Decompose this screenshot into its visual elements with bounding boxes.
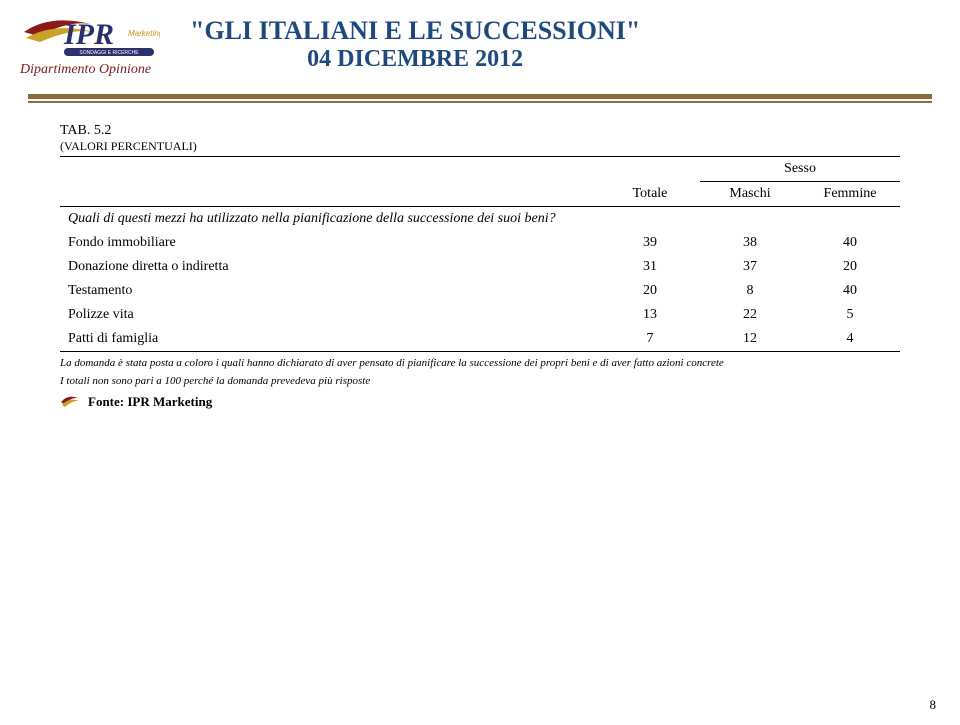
title-block: "GLI ITALIANI E LE SUCCESSIONI" 04 DICEM… bbox=[190, 16, 640, 73]
svg-text:SONDAGGI E RICERCHE: SONDAGGI E RICERCHE bbox=[79, 50, 139, 56]
cell: 20 bbox=[600, 279, 700, 303]
row-label: Patti di famiglia bbox=[60, 327, 600, 352]
col-maschi: Maschi bbox=[700, 182, 800, 207]
cell: 31 bbox=[600, 255, 700, 279]
cell: 39 bbox=[600, 231, 700, 255]
cell: 22 bbox=[700, 303, 800, 327]
cell: 37 bbox=[700, 255, 800, 279]
cell: 13 bbox=[600, 303, 700, 327]
footnote-2: I totali non sono pari a 100 perché la d… bbox=[60, 374, 900, 388]
table-subtitle: (VALORI PERCENTUALI) bbox=[60, 139, 900, 154]
cell: 7 bbox=[600, 327, 700, 352]
cell: 5 bbox=[800, 303, 900, 327]
table-label: TAB. 5.2 bbox=[60, 123, 900, 139]
header: IPR Marketing SONDAGGI E RICERCHE Dipart… bbox=[0, 0, 960, 78]
page-title: "GLI ITALIANI E LE SUCCESSIONI" bbox=[190, 16, 640, 46]
footnote-1: La domanda è stata posta a coloro i qual… bbox=[60, 356, 900, 370]
cell: 12 bbox=[700, 327, 800, 352]
table-row: Patti di famiglia 7 12 4 bbox=[60, 327, 900, 352]
cell: 38 bbox=[700, 231, 800, 255]
content: TAB. 5.2 (VALORI PERCENTUALI) Sesso Tota… bbox=[60, 123, 900, 411]
cell: 8 bbox=[700, 279, 800, 303]
divider bbox=[28, 94, 932, 103]
table-row: Donazione diretta o indiretta 31 37 20 bbox=[60, 255, 900, 279]
page-number: 8 bbox=[930, 697, 937, 713]
cell: 4 bbox=[800, 327, 900, 352]
col-totale: Totale bbox=[600, 182, 700, 207]
page-date: 04 DICEMBRE 2012 bbox=[190, 46, 640, 73]
svg-text:IPR: IPR bbox=[63, 18, 114, 51]
svg-text:Marketing: Marketing bbox=[128, 29, 160, 38]
logo-block: IPR Marketing SONDAGGI E RICERCHE Dipart… bbox=[20, 12, 160, 78]
cell: 40 bbox=[800, 231, 900, 255]
row-label: Fondo immobiliare bbox=[60, 231, 600, 255]
source-text: Fonte: IPR Marketing bbox=[88, 394, 212, 410]
group-header: Sesso bbox=[700, 157, 900, 182]
row-label: Polizze vita bbox=[60, 303, 600, 327]
mini-logo-icon bbox=[60, 393, 82, 411]
table-row: Polizze vita 13 22 5 bbox=[60, 303, 900, 327]
source-row: Fonte: IPR Marketing bbox=[60, 393, 900, 411]
ipr-logo: IPR Marketing SONDAGGI E RICERCHE bbox=[20, 12, 160, 60]
cell: 40 bbox=[800, 279, 900, 303]
department-label: Dipartimento Opinione bbox=[20, 62, 151, 78]
row-label: Donazione diretta o indiretta bbox=[60, 255, 600, 279]
cell: 20 bbox=[800, 255, 900, 279]
col-femmine: Femmine bbox=[800, 182, 900, 207]
row-label: Testamento bbox=[60, 279, 600, 303]
table-row: Testamento 20 8 40 bbox=[60, 279, 900, 303]
table-row: Fondo immobiliare 39 38 40 bbox=[60, 231, 900, 255]
question-text: Quali di questi mezzi ha utilizzato nell… bbox=[60, 207, 900, 232]
data-table: Sesso Totale Maschi Femmine Quali di que… bbox=[60, 156, 900, 352]
